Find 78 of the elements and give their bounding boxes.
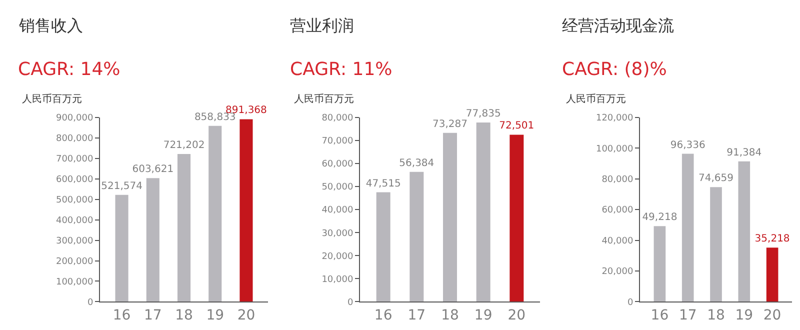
x-tick-label: 17 (408, 307, 426, 324)
data-label: 49,218 (642, 212, 678, 224)
y-tick-label: 0 (347, 298, 354, 308)
y-tick-label: 100,000 (56, 277, 94, 288)
x-tick-label: 20 (237, 307, 256, 324)
x-tick-label: 18 (175, 307, 193, 324)
y-tick-label: 100,000 (596, 144, 634, 154)
chart-subtitle: CAGR: (8)% (562, 59, 667, 80)
y-tick-label: 70,000 (322, 136, 354, 147)
chart-title: 营业利润 (290, 16, 354, 35)
y-axis-title: 人民币百万元 (294, 93, 354, 105)
bar (208, 126, 222, 302)
data-label: 35,218 (754, 234, 790, 245)
y-tick-label: 10,000 (322, 274, 354, 285)
data-label: 73,287 (432, 118, 468, 130)
data-label: 56,384 (399, 158, 434, 169)
y-axis-title: 人民币百万元 (566, 93, 626, 105)
y-tick-label: 300,000 (56, 236, 94, 246)
y-tick-label: 40,000 (602, 236, 634, 246)
x-tick-label: 18 (707, 307, 725, 324)
data-label: 91,384 (726, 147, 762, 158)
y-axis-title: 人民币百万元 (22, 93, 82, 105)
bar (177, 154, 191, 302)
x-tick-label: 19 (735, 307, 754, 324)
bar (146, 178, 160, 302)
x-tick-label: 17 (144, 307, 162, 324)
bar (710, 187, 722, 302)
data-label: 603,621 (132, 164, 174, 176)
y-tick-label: 50,000 (322, 182, 354, 193)
chart-title: 经营活动现金流 (562, 16, 674, 35)
bar (376, 192, 390, 302)
data-label: 77,835 (466, 108, 501, 120)
y-tick-label: 40,000 (322, 206, 354, 216)
bar (654, 226, 666, 302)
x-tick-label: 19 (206, 307, 224, 324)
y-tick-label: 30,000 (322, 228, 354, 239)
bar (510, 134, 524, 302)
data-label: 96,336 (670, 140, 706, 151)
bar (766, 248, 778, 302)
bar (682, 154, 694, 302)
y-tick-label: 700,000 (56, 154, 94, 165)
y-tick-label: 120,000 (596, 114, 634, 124)
x-tick-label: 19 (474, 307, 492, 324)
y-tick-label: 0 (87, 298, 94, 308)
bar (738, 161, 750, 302)
y-tick-label: 500,000 (56, 195, 94, 206)
bar (410, 172, 424, 302)
bar (443, 132, 457, 302)
x-tick-label: 16 (650, 307, 669, 324)
x-tick-label: 16 (112, 307, 131, 324)
chart-subtitle: CAGR: 14% (18, 59, 120, 80)
data-label: 47,515 (366, 178, 401, 190)
chart-title: 销售收入 (18, 16, 83, 35)
x-tick-label: 20 (763, 307, 782, 324)
x-tick-label: 16 (374, 307, 392, 324)
bar (476, 122, 490, 302)
y-tick-label: 0 (627, 298, 634, 308)
x-tick-label: 20 (508, 307, 526, 324)
y-tick-label: 800,000 (56, 134, 94, 144)
data-label: 74,659 (698, 173, 734, 184)
x-tick-label: 18 (441, 307, 459, 324)
data-label: 521,574 (101, 180, 142, 192)
bar (240, 119, 253, 302)
y-tick-label: 600,000 (56, 175, 94, 186)
y-tick-label: 400,000 (56, 216, 94, 226)
y-tick-label: 20,000 (602, 267, 634, 278)
data-label: 72,501 (499, 120, 534, 132)
y-tick-label: 60,000 (322, 160, 354, 170)
y-tick-label: 80,000 (602, 175, 634, 186)
y-tick-label: 60,000 (602, 206, 634, 216)
y-tick-label: 20,000 (322, 252, 354, 262)
chart-subtitle: CAGR: 11% (290, 59, 392, 80)
bar (115, 194, 128, 302)
y-tick-label: 200,000 (56, 256, 94, 267)
y-tick-label: 80,000 (322, 114, 354, 124)
data-label: 721,202 (163, 140, 205, 152)
y-tick-label: 900,000 (56, 114, 94, 124)
x-tick-label: 17 (678, 307, 697, 324)
